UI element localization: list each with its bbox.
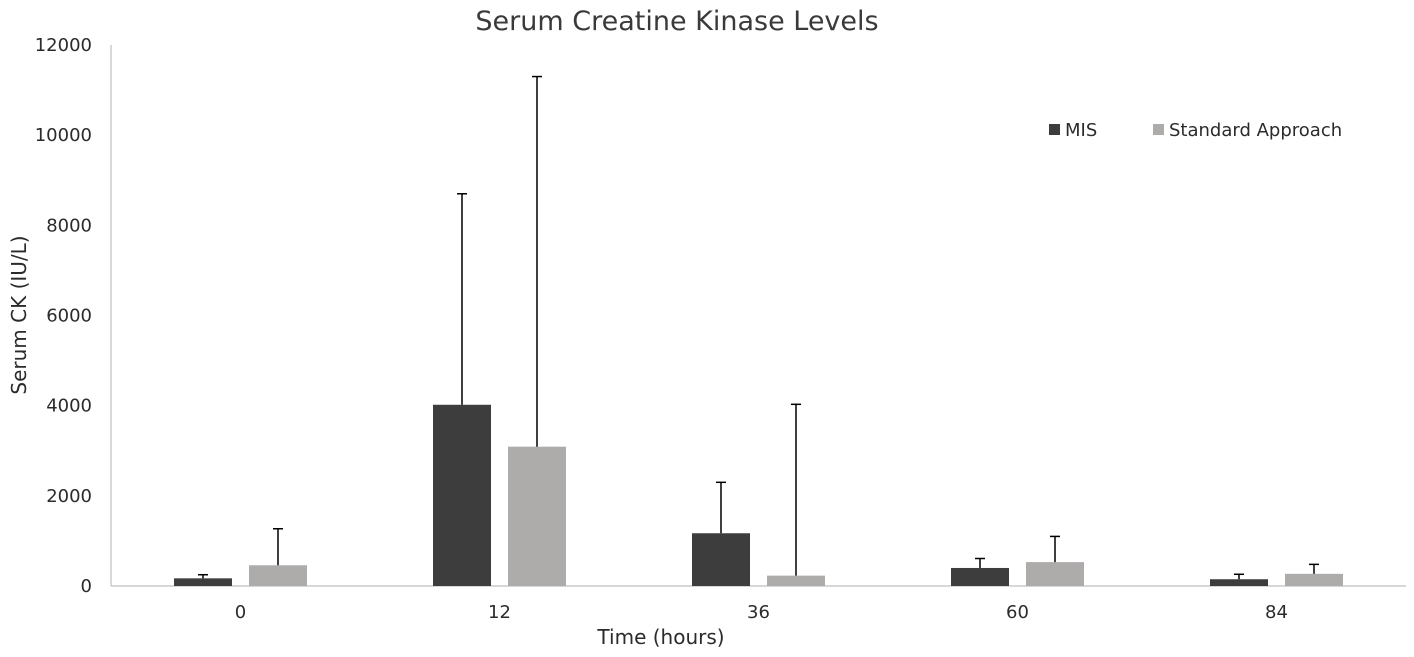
bar-mis xyxy=(174,578,232,586)
bar-standard-approach xyxy=(1026,562,1084,586)
error-bars xyxy=(198,75,1319,580)
x-axis-label: Time (hours) xyxy=(596,625,724,649)
x-tick-label: 36 xyxy=(747,602,770,623)
bar-standard-approach xyxy=(249,565,307,586)
legend: MIS Standard Approach xyxy=(1049,120,1342,141)
y-axis-label: Serum CK (IU/L) xyxy=(7,235,31,394)
bar-standard-approach xyxy=(767,575,825,586)
y-tick-label: 4000 xyxy=(46,396,92,417)
bar-standard-approach xyxy=(1285,573,1343,586)
x-tick-label: 84 xyxy=(1265,602,1288,623)
y-tick-label: 8000 xyxy=(46,215,92,236)
y-tick-label: 0 xyxy=(81,576,92,597)
legend-label: Standard Approach xyxy=(1169,120,1342,141)
y-tick-label: 6000 xyxy=(46,306,92,327)
bar-mis xyxy=(692,533,750,586)
bars xyxy=(174,404,1343,586)
chart-title: Serum Creatine Kinase Levels xyxy=(475,6,878,37)
y-tick-label: 2000 xyxy=(46,486,92,507)
bar-mis xyxy=(433,404,491,586)
bar-standard-approach xyxy=(508,446,566,586)
legend-label: MIS xyxy=(1065,120,1097,141)
y-tick-label: 10000 xyxy=(35,125,92,146)
y-ticks: 0 2000 4000 6000 8000 10000 12000 xyxy=(35,35,92,597)
legend-swatch xyxy=(1153,124,1164,135)
y-tick-label: 12000 xyxy=(35,35,92,56)
bar-mis xyxy=(951,567,1009,586)
x-ticks: 0 12 36 60 84 xyxy=(235,602,1288,623)
x-tick-label: 0 xyxy=(235,602,246,623)
legend-swatch xyxy=(1049,124,1060,135)
x-tick-label: 12 xyxy=(488,602,511,623)
x-tick-label: 60 xyxy=(1006,602,1029,623)
bar-mis xyxy=(1210,579,1268,586)
